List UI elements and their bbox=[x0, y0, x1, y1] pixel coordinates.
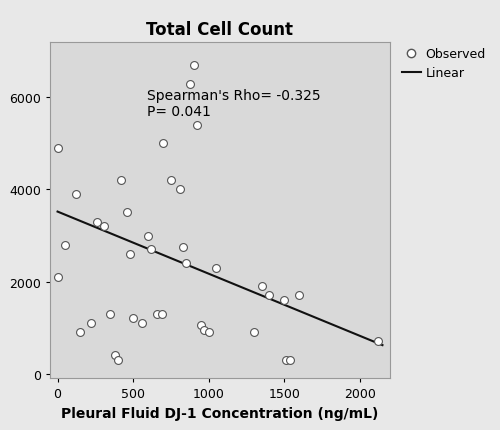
Point bbox=[280, 297, 288, 304]
Point bbox=[167, 178, 175, 184]
Point bbox=[76, 329, 84, 336]
Point bbox=[93, 219, 101, 226]
Point bbox=[138, 320, 146, 327]
Point bbox=[197, 322, 205, 329]
Point bbox=[186, 81, 194, 88]
Title: Total Cell Count: Total Cell Count bbox=[146, 21, 294, 39]
Point bbox=[374, 338, 382, 345]
Point bbox=[147, 246, 155, 253]
Point bbox=[144, 233, 152, 240]
Point bbox=[182, 260, 190, 267]
Point bbox=[72, 191, 80, 198]
Point bbox=[54, 274, 62, 281]
Point bbox=[87, 320, 95, 327]
Point bbox=[200, 327, 208, 334]
Point bbox=[282, 356, 290, 363]
Point bbox=[160, 141, 168, 147]
Point bbox=[100, 223, 108, 230]
Point bbox=[154, 310, 162, 317]
Point bbox=[212, 265, 220, 272]
Text: Spearman's Rho= -0.325
P= 0.041: Spearman's Rho= -0.325 P= 0.041 bbox=[146, 89, 320, 119]
Point bbox=[129, 315, 137, 322]
Point bbox=[106, 310, 114, 317]
Point bbox=[179, 244, 187, 251]
Point bbox=[190, 62, 198, 69]
Point bbox=[286, 356, 294, 363]
Point bbox=[250, 329, 258, 336]
Point bbox=[123, 209, 131, 216]
Point bbox=[61, 242, 69, 249]
Point bbox=[54, 145, 62, 152]
Point bbox=[204, 329, 212, 336]
Point bbox=[126, 251, 134, 258]
Point bbox=[114, 356, 122, 363]
Point bbox=[258, 283, 266, 290]
Point bbox=[158, 310, 166, 317]
Point bbox=[265, 292, 273, 299]
Point bbox=[111, 352, 119, 359]
X-axis label: Pleural Fluid DJ-1 Concentration (ng/mL): Pleural Fluid DJ-1 Concentration (ng/mL) bbox=[62, 406, 378, 420]
Point bbox=[117, 178, 125, 184]
Legend: Observed, Linear: Observed, Linear bbox=[397, 43, 491, 85]
Point bbox=[176, 187, 184, 194]
Point bbox=[296, 292, 304, 299]
Point bbox=[192, 122, 200, 129]
